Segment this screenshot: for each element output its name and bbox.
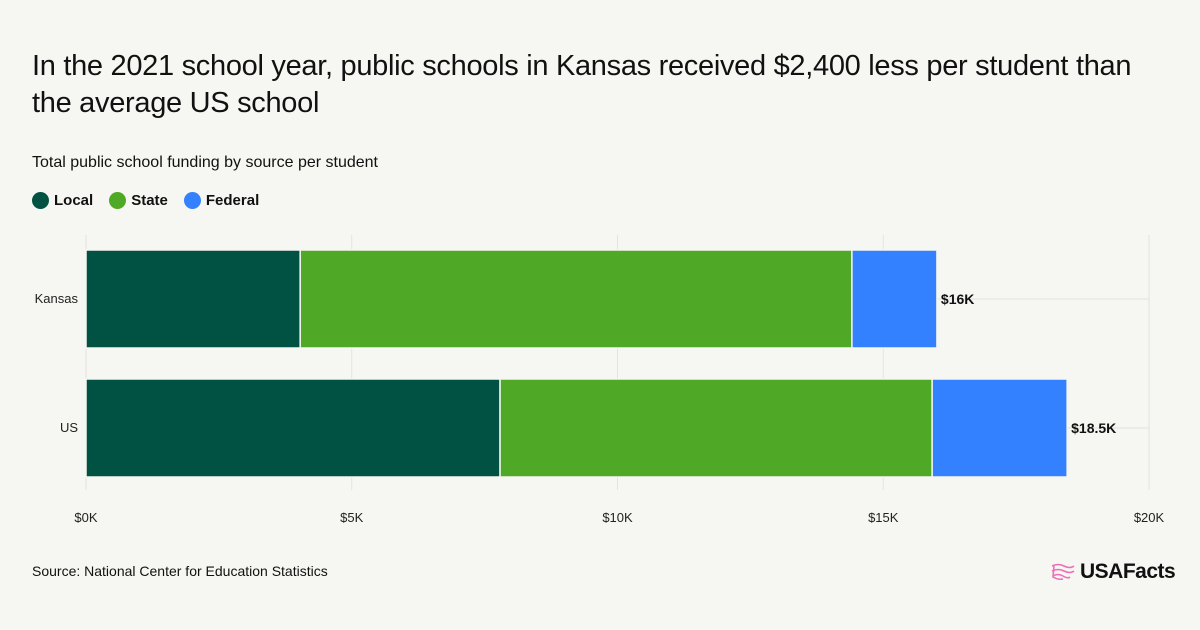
bar-segment-state-kansas	[299, 249, 853, 349]
us-map-flag-icon	[1051, 563, 1075, 581]
legend-swatch-state	[109, 192, 127, 209]
chart-title: In the 2021 school year, public schools …	[32, 50, 1132, 119]
usafacts-logo: USAFacts	[1050, 560, 1176, 584]
legend: Local State Federal	[32, 192, 259, 209]
legend-label: Local	[54, 192, 94, 209]
legend-item-federal: Federal	[183, 192, 260, 209]
x-tick-label: $20K	[1134, 510, 1165, 525]
x-tick-label: $10K	[602, 510, 633, 525]
x-tick-label: $5K	[340, 510, 363, 525]
chart-subtitle: Total public school funding by source pe…	[32, 154, 378, 171]
legend-label: Federal	[205, 192, 260, 209]
x-tick-label: $15K	[868, 510, 899, 525]
legend-item-state: State	[109, 192, 168, 209]
legend-swatch-local	[32, 192, 49, 209]
legend-label: State	[131, 192, 168, 209]
x-tick-label: $0K	[74, 510, 97, 525]
legend-swatch-federal	[183, 192, 201, 209]
y-category-label: US	[60, 420, 78, 435]
bar-segment-local-us	[85, 378, 501, 478]
total-data-label: $18.5K	[1071, 420, 1116, 436]
total-data-label: $16K	[941, 291, 974, 307]
y-category-label: Kansas	[35, 291, 79, 306]
logo-text: USAFacts	[1080, 560, 1176, 583]
legend-item-local: Local	[32, 192, 93, 209]
source-note: Source: National Center for Education St…	[32, 563, 328, 579]
bar-segment-local-kansas	[85, 249, 301, 349]
bar-segment-federal-us	[931, 378, 1068, 478]
bar-segment-state-us	[499, 378, 933, 478]
bar-segment-federal-kansas	[851, 249, 938, 349]
